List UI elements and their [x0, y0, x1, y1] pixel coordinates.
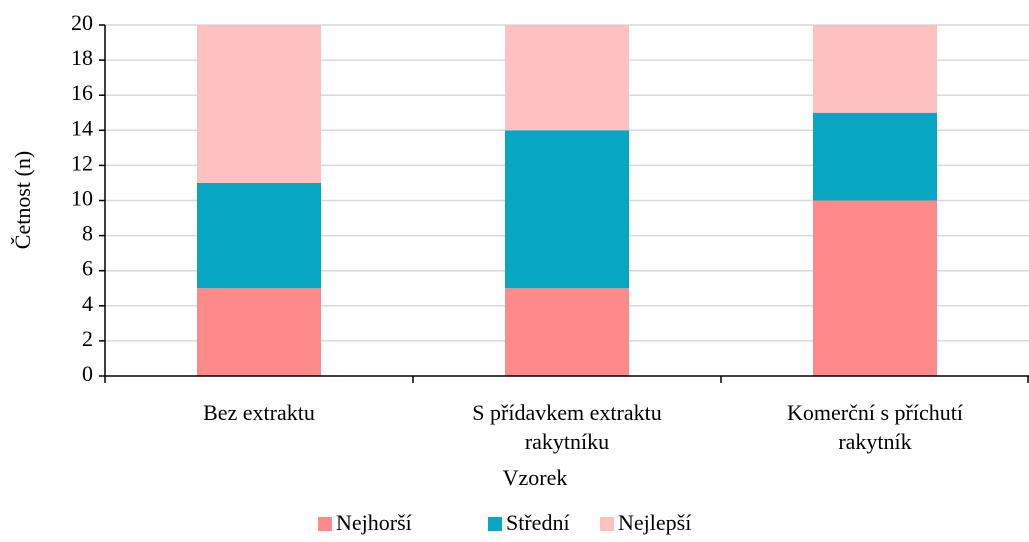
- y-tick-label: 16: [71, 80, 93, 105]
- bar-segment: [197, 182, 321, 289]
- y-tick-label: 14: [71, 115, 93, 140]
- legend-swatch: [488, 517, 502, 531]
- y-tick-label: 12: [71, 150, 93, 175]
- y-tick-label: 10: [71, 186, 93, 211]
- legend-label: Nejhorší: [336, 510, 412, 535]
- y-tick-label: 18: [71, 45, 93, 70]
- bar-segment: [197, 288, 321, 376]
- y-tick-label: 8: [82, 221, 93, 246]
- y-axis-title: Četnost (n): [10, 151, 35, 249]
- bar-segment: [505, 25, 629, 131]
- bar-segment: [197, 25, 321, 183]
- legend-swatch: [600, 517, 614, 531]
- y-tick-label: 6: [82, 256, 93, 281]
- y-tick-label: 0: [82, 361, 93, 386]
- x-tick-label: S přídavkem extraktu rakytníku: [472, 400, 662, 454]
- legend-swatch: [318, 517, 332, 531]
- x-axis-title: Vzorek: [503, 465, 568, 490]
- y-tick-label: 4: [82, 291, 93, 316]
- y-tick-label: 2: [82, 326, 93, 351]
- bar-segment: [813, 200, 937, 376]
- bar-segment: [505, 130, 629, 289]
- bar-segment: [813, 112, 937, 201]
- x-tick-label: Bez extraktu: [203, 400, 315, 425]
- y-tick-label: 20: [71, 10, 93, 35]
- bar-segment: [813, 25, 937, 113]
- legend-label: Střední: [506, 510, 570, 535]
- bar-segment: [505, 288, 629, 376]
- legend-label: Nejlepší: [618, 510, 691, 535]
- x-tick-label: Komerční s příchutí rakytník: [787, 400, 963, 454]
